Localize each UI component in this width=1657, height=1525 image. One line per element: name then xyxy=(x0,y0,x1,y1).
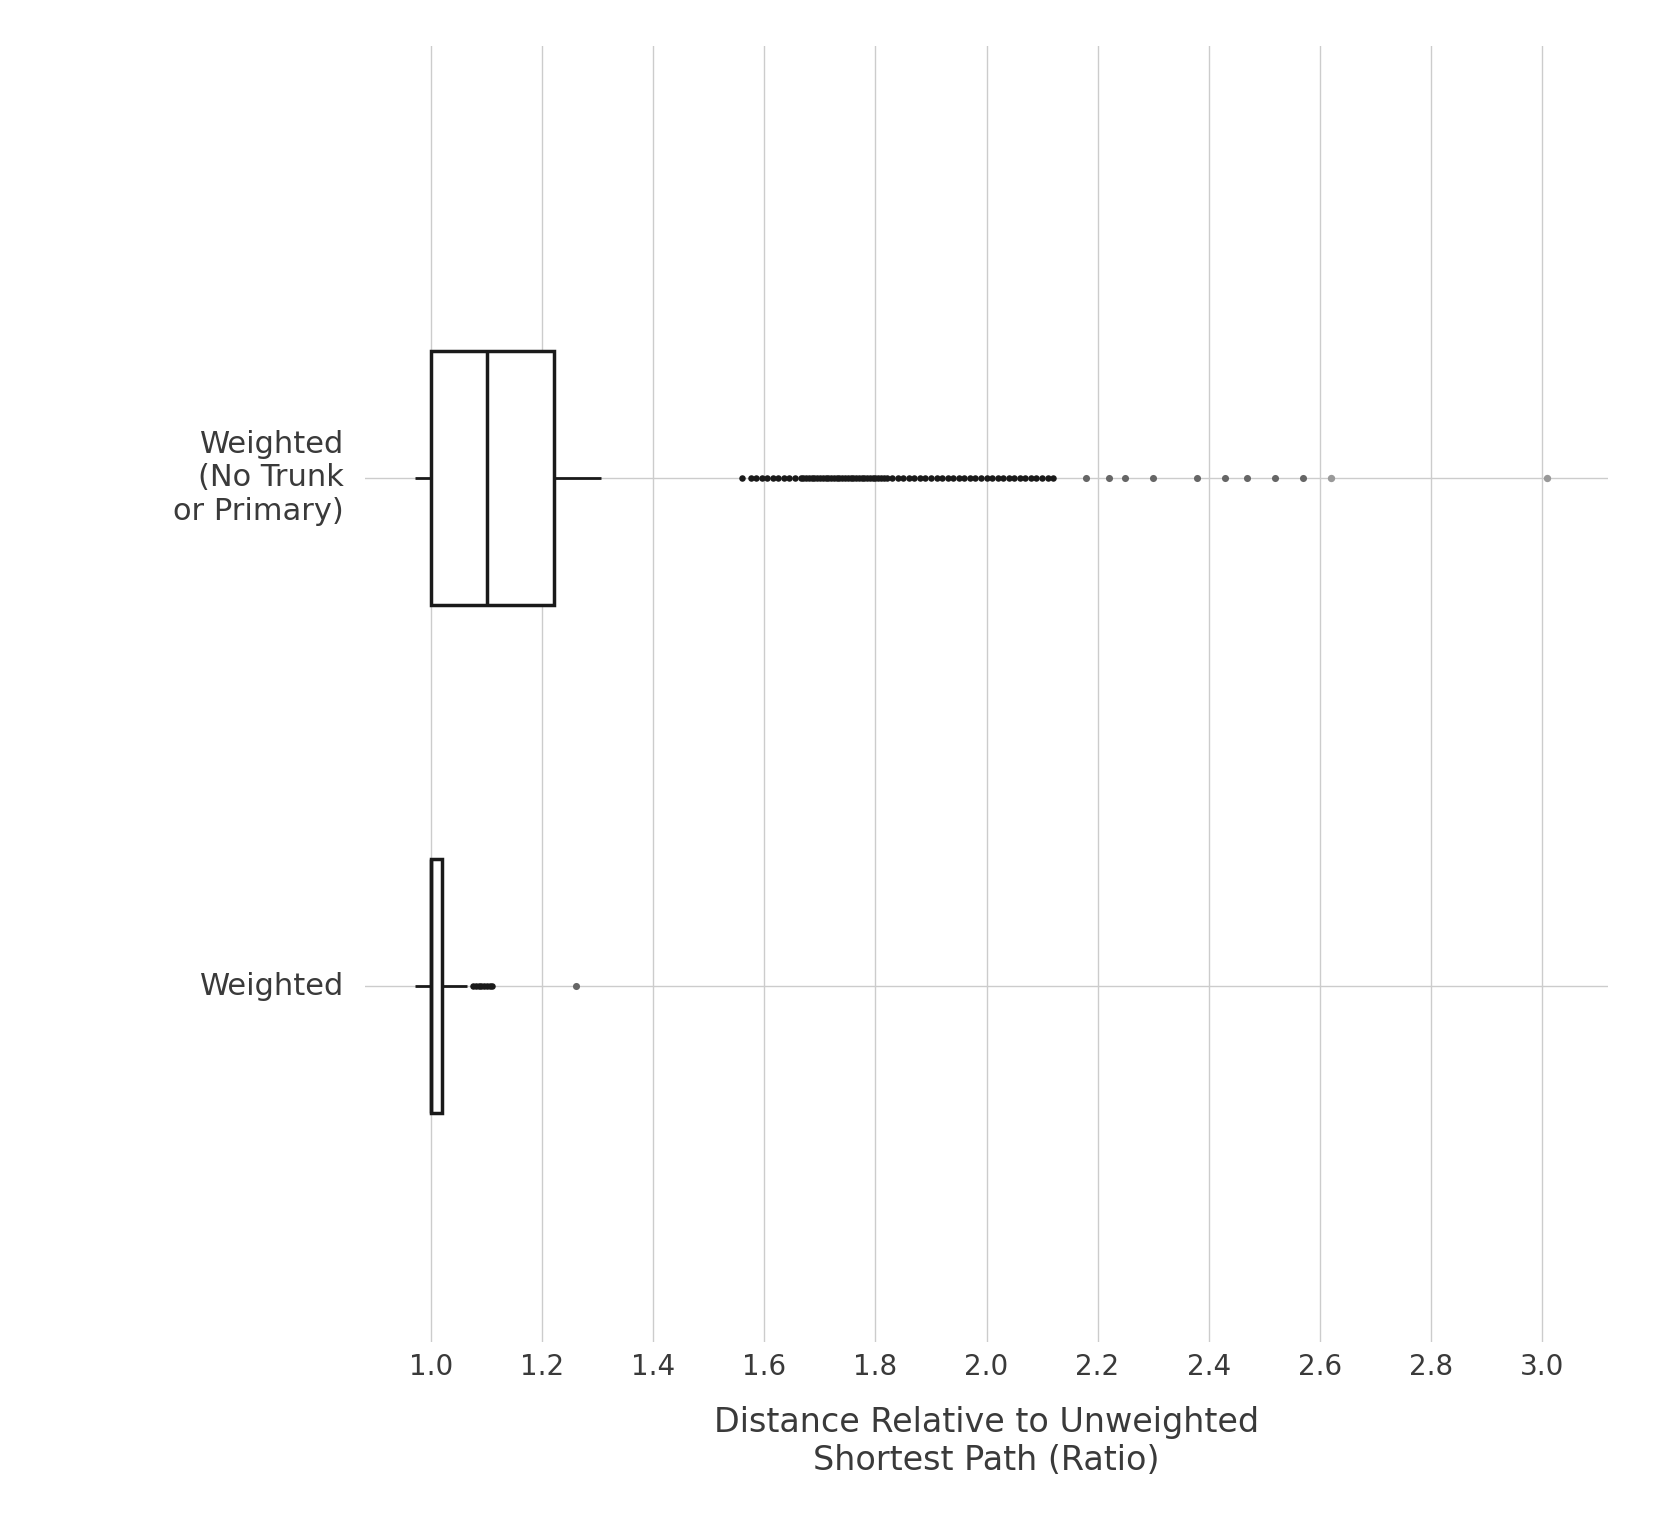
Point xyxy=(1317,465,1344,490)
Point xyxy=(870,465,896,490)
Point xyxy=(865,465,891,490)
Point xyxy=(968,465,994,490)
Point xyxy=(928,465,954,490)
Point xyxy=(737,465,764,490)
Point xyxy=(853,465,880,490)
Point xyxy=(1533,465,1559,490)
Point xyxy=(1017,465,1044,490)
Point xyxy=(873,465,900,490)
Point xyxy=(895,465,921,490)
Point xyxy=(764,465,790,490)
Point xyxy=(754,465,780,490)
Point xyxy=(467,974,494,999)
Point xyxy=(462,974,489,999)
Point xyxy=(799,465,825,490)
Point xyxy=(858,465,885,490)
Point xyxy=(994,465,1021,490)
Point xyxy=(973,465,999,490)
Point xyxy=(890,465,916,490)
Point xyxy=(825,465,852,490)
Point xyxy=(1001,465,1027,490)
Point xyxy=(824,465,850,490)
Point xyxy=(780,465,807,490)
Point xyxy=(1183,465,1210,490)
Point xyxy=(771,465,797,490)
Point xyxy=(867,465,893,490)
Point xyxy=(742,465,769,490)
Point xyxy=(833,465,860,490)
Point xyxy=(951,465,978,490)
Point xyxy=(878,465,905,490)
Point xyxy=(812,465,838,490)
Point xyxy=(1039,465,1065,490)
Point xyxy=(474,974,500,999)
Point xyxy=(956,465,983,490)
Point xyxy=(862,465,888,490)
Point xyxy=(906,465,933,490)
Point xyxy=(562,974,588,999)
Point xyxy=(978,465,1004,490)
Point xyxy=(911,465,938,490)
Point xyxy=(807,465,833,490)
Point xyxy=(1289,465,1316,490)
Point xyxy=(1112,465,1138,490)
Point xyxy=(729,465,756,490)
Point xyxy=(792,465,819,490)
Point xyxy=(1006,465,1032,490)
Point xyxy=(837,465,863,490)
Point xyxy=(775,465,802,490)
Point xyxy=(804,465,830,490)
Point xyxy=(984,465,1011,490)
Point xyxy=(845,465,872,490)
Point xyxy=(940,465,966,490)
Point xyxy=(935,465,961,490)
Point xyxy=(961,465,988,490)
Point xyxy=(479,974,505,999)
Point xyxy=(1011,465,1037,490)
Bar xyxy=(431,859,442,1113)
Point xyxy=(471,974,497,999)
Point xyxy=(1138,465,1165,490)
X-axis label: Distance Relative to Unweighted
Shortest Path (Ratio): Distance Relative to Unweighted Shortest… xyxy=(714,1406,1258,1478)
Point xyxy=(840,465,867,490)
Point xyxy=(828,465,855,490)
Point xyxy=(923,465,949,490)
Point xyxy=(459,974,486,999)
Point xyxy=(848,465,875,490)
Point xyxy=(759,465,785,490)
Point xyxy=(820,465,847,490)
Point xyxy=(1233,465,1259,490)
Point xyxy=(815,465,842,490)
Point xyxy=(1027,465,1054,490)
Point xyxy=(1034,465,1060,490)
Point xyxy=(787,465,814,490)
Point xyxy=(944,465,971,490)
Point xyxy=(809,465,835,490)
Bar xyxy=(431,351,553,605)
Point xyxy=(790,465,817,490)
Point xyxy=(476,974,502,999)
Point xyxy=(850,465,877,490)
Point xyxy=(747,465,774,490)
Point xyxy=(800,465,827,490)
Point xyxy=(1095,465,1122,490)
Point xyxy=(795,465,822,490)
Point xyxy=(1261,465,1287,490)
Point xyxy=(1211,465,1238,490)
Point xyxy=(1022,465,1049,490)
Point xyxy=(1072,465,1099,490)
Point xyxy=(900,465,926,490)
Point xyxy=(918,465,944,490)
Point xyxy=(817,465,843,490)
Point xyxy=(989,465,1016,490)
Point xyxy=(832,465,858,490)
Point xyxy=(842,465,868,490)
Point xyxy=(466,974,492,999)
Point xyxy=(883,465,910,490)
Point xyxy=(857,465,883,490)
